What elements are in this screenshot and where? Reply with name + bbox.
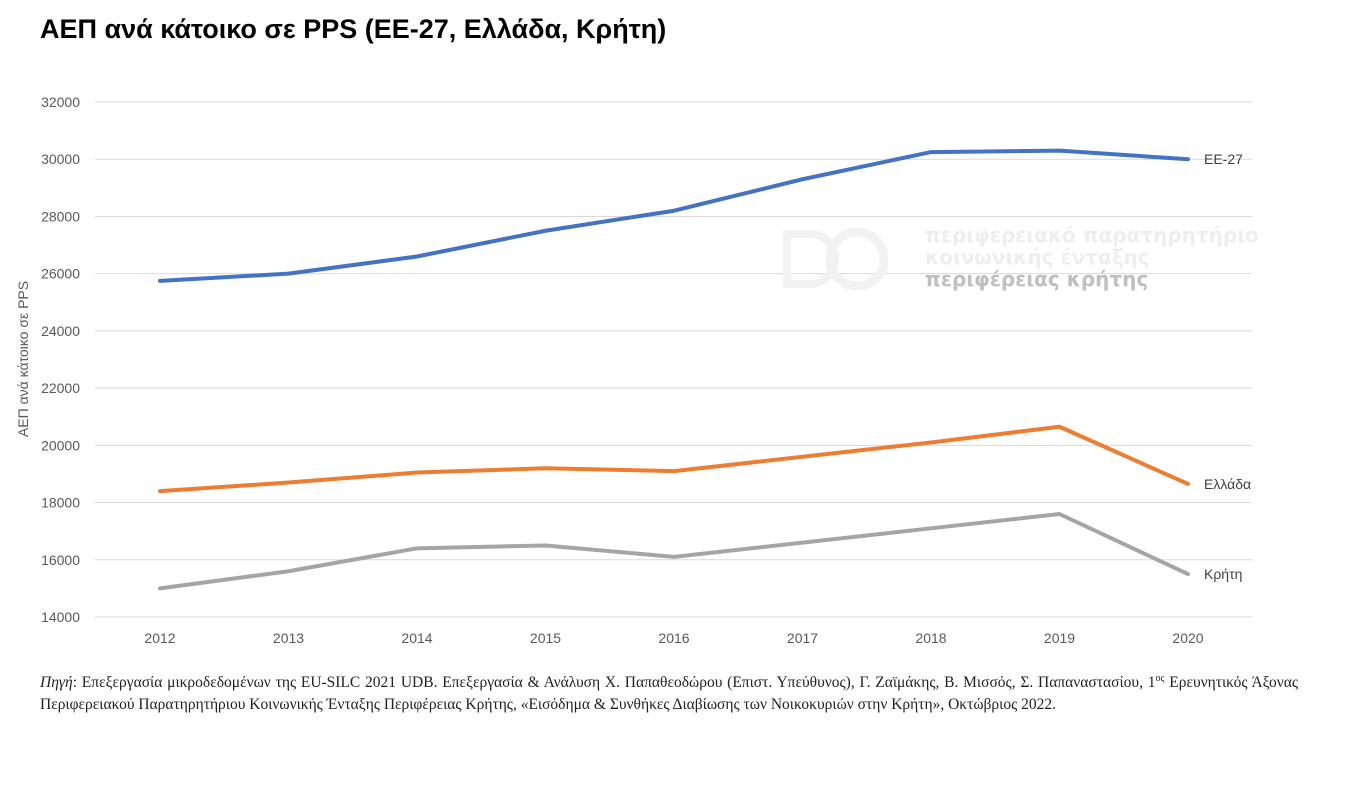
series-label-2: Κρήτη (1204, 566, 1242, 582)
y-tick-label: 24000 (41, 323, 80, 339)
data-point (1186, 157, 1190, 161)
y-tick-label: 18000 (41, 495, 80, 511)
data-point (1186, 482, 1190, 486)
series-lines (158, 148, 1190, 591)
data-point (929, 526, 933, 530)
source-note: Πηγή: Επεξεργασία μικροδεδομένων της EU-… (40, 672, 1298, 716)
data-point (158, 489, 162, 493)
data-point (1186, 572, 1190, 576)
data-point (415, 255, 419, 258)
source-label: Πηγή (40, 674, 73, 691)
y-tick-label: 20000 (41, 437, 80, 453)
data-point (672, 555, 676, 559)
y-tick-label: 14000 (41, 609, 80, 625)
x-tick-label: 2015 (530, 630, 561, 646)
data-point (158, 586, 162, 590)
series-labels: ΕΕ-27 Ελλάδα Κρήτη (1204, 151, 1251, 582)
watermark-line3: περιφέρειας κρήτης (925, 267, 1148, 291)
data-point (801, 541, 804, 545)
x-tick-label: 2017 (787, 630, 818, 646)
watermark-line1: περιφερειακό παρατηρητήριο (925, 223, 1259, 247)
data-point (801, 455, 804, 459)
watermark-line2: κοινωνικής ένταξης (925, 245, 1150, 269)
x-tick-label: 2019 (1044, 630, 1075, 646)
y-tick-label: 28000 (41, 208, 80, 224)
y-tick-label: 16000 (41, 552, 80, 568)
y-axis-label: ΑΕΠ ανά κάτοικο σε PPS (15, 281, 31, 437)
data-point (544, 229, 547, 233)
data-point (672, 469, 676, 473)
data-point (1058, 425, 1061, 429)
data-point (544, 466, 547, 470)
y-tick-label: 30000 (41, 151, 80, 167)
data-point (287, 272, 290, 276)
series-label-0: ΕΕ-27 (1204, 151, 1243, 167)
data-point (1058, 149, 1061, 153)
y-tick-label: 32000 (41, 94, 80, 110)
series-label-1: Ελλάδα (1204, 476, 1251, 492)
y-tick-label: 26000 (41, 266, 80, 282)
data-point (415, 471, 419, 475)
gridlines (95, 101, 1252, 618)
series-line-2 (158, 512, 1190, 591)
x-tick-label: 2014 (401, 630, 432, 646)
data-point (929, 440, 933, 444)
y-tick-label: 22000 (41, 380, 80, 396)
data-point (801, 177, 804, 181)
data-point (287, 481, 290, 485)
series-line-1 (158, 424, 1190, 494)
data-point (415, 546, 419, 550)
x-tick-label: 2020 (1172, 630, 1203, 646)
data-point (158, 279, 162, 283)
x-tick-label: 2013 (273, 630, 304, 646)
data-point (929, 150, 933, 154)
data-point (287, 569, 290, 573)
data-point (544, 543, 547, 547)
x-tick-label: 2018 (915, 630, 946, 646)
line-chart: 14000 16000 18000 20000 22000 24000 26000 28000… (15, 94, 1259, 646)
logo-d-shape-icon (783, 230, 839, 288)
source-text-1: : Επεξεργασία μικροδεδομένων της EU-SILC… (72, 674, 1156, 691)
x-axis-ticks: 2012 2013 2014 2015 2016 2017 2018 2019 2020 (144, 630, 1203, 646)
x-tick-label: 2012 (144, 630, 175, 646)
watermark-logo: περιφερειακό παρατηρητήριο κοινωνικής έν… (783, 223, 1259, 291)
y-axis-ticks: 14000 16000 18000 20000 22000 24000 26000 28000… (41, 94, 80, 625)
data-point (1058, 512, 1061, 516)
x-tick-label: 2016 (658, 630, 689, 646)
logo-circle-icon (825, 227, 889, 291)
data-point (672, 209, 676, 213)
source-superscript: ος (1155, 672, 1165, 684)
source-text-2: Ερευνητικός Άξονας Περιφερειακού Παρατηρ… (40, 674, 1298, 713)
chart-title: ΑΕΠ ανά κάτοικο σε PPS (ΕΕ-27, Ελλάδα, Κ… (40, 14, 667, 44)
